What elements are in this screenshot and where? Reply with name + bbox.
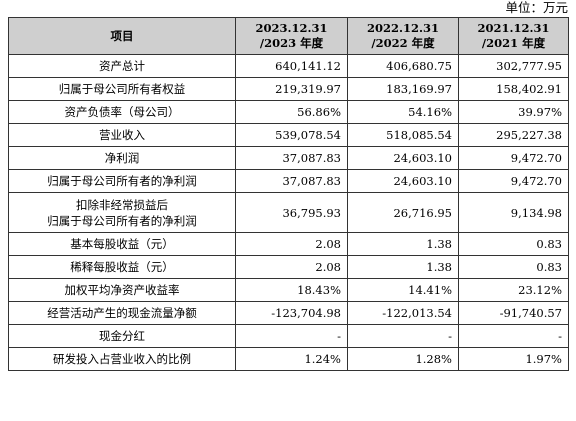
cell-value: 54.16%	[347, 100, 459, 124]
row-label: 营业收入	[8, 123, 236, 147]
row-label: 经营活动产生的现金流量净额	[8, 301, 236, 325]
cell-value: 1.24%	[235, 347, 348, 371]
cell-value: 24,603.10	[347, 146, 459, 170]
cell-value: 2.08	[235, 255, 348, 279]
cell-value: -	[347, 324, 459, 348]
table-row: 经营活动产生的现金流量净额 -123,704.98 -122,013.54 -9…	[8, 301, 569, 325]
cell-value: 518,085.54	[347, 123, 459, 147]
table-row: 资产总计 640,141.12 406,680.75 302,777.95	[8, 54, 569, 78]
cell-value: 18.43%	[235, 278, 348, 302]
unit-label: 单位：万元	[505, 0, 568, 15]
cell-value: 9,134.98	[458, 192, 569, 233]
cell-value: 14.41%	[347, 278, 459, 302]
row-label: 净利润	[8, 146, 236, 170]
cell-value: -91,740.57	[458, 301, 569, 325]
row-label-line1: 扣除非经常损益后	[76, 197, 168, 212]
cell-value: 1.28%	[347, 347, 459, 371]
cell-value: 640,141.12	[235, 54, 348, 78]
table-row: 加权平均净资产收益率 18.43% 14.41% 23.12%	[8, 278, 569, 302]
cell-value: 56.86%	[235, 100, 348, 124]
table-row: 资产负债率（母公司） 56.86% 54.16% 39.97%	[8, 100, 569, 124]
table-row: 净利润 37,087.83 24,603.10 9,472.70	[8, 146, 569, 170]
row-label: 稀释每股收益（元）	[8, 255, 236, 279]
header-col-2021: 2021.12.31/2021 年度	[458, 17, 569, 55]
cell-value: 1.97%	[458, 347, 569, 371]
row-label: 归属于母公司所有者的净利润	[8, 169, 236, 193]
row-label: 扣除非经常损益后 归属于母公司所有者的净利润	[8, 192, 236, 233]
table-row: 扣除非经常损益后 归属于母公司所有者的净利润 36,795.93 26,716.9…	[8, 192, 569, 233]
table-row: 营业收入 539,078.54 518,085.54 295,227.38	[8, 123, 569, 147]
cell-value: -123,704.98	[235, 301, 348, 325]
header-item: 项目	[8, 17, 236, 55]
cell-value: 9,472.70	[458, 169, 569, 193]
row-label: 资产总计	[8, 54, 236, 78]
row-label: 归属于母公司所有者权益	[8, 77, 236, 101]
cell-value: 406,680.75	[347, 54, 459, 78]
cell-value: 23.12%	[458, 278, 569, 302]
cell-value: 302,777.95	[458, 54, 569, 78]
financial-table: 项目 2023.12.31/2023 年度 2022.12.31/2022 年度…	[8, 17, 569, 371]
header-col-2022: 2022.12.31/2022 年度	[347, 17, 459, 55]
cell-value: 9,472.70	[458, 146, 569, 170]
table-row: 归属于母公司所有者的净利润 37,087.83 24,603.10 9,472.…	[8, 169, 569, 193]
header-col-2023: 2023.12.31/2023 年度	[235, 17, 348, 55]
cell-value: 0.83	[458, 232, 569, 256]
cell-value: 36,795.93	[235, 192, 348, 233]
cell-value: 158,402.91	[458, 77, 569, 101]
table-row: 稀释每股收益（元） 2.08 1.38 0.83	[8, 255, 569, 279]
row-label-line2: 归属于母公司所有者的净利润	[47, 213, 197, 228]
cell-value: 2.08	[235, 232, 348, 256]
table-row: 归属于母公司所有者权益 219,319.97 183,169.97 158,40…	[8, 77, 569, 101]
cell-value: 1.38	[347, 255, 459, 279]
cell-value: 539,078.54	[235, 123, 348, 147]
cell-value: -122,013.54	[347, 301, 459, 325]
cell-value: 295,227.38	[458, 123, 569, 147]
cell-value: 37,087.83	[235, 169, 348, 193]
table-header-row: 项目 2023.12.31/2023 年度 2022.12.31/2022 年度…	[8, 17, 569, 55]
cell-value: 183,169.97	[347, 77, 459, 101]
cell-value: 24,603.10	[347, 169, 459, 193]
cell-value: -	[235, 324, 348, 348]
row-label: 研发投入占营业收入的比例	[8, 347, 236, 371]
cell-value: -	[458, 324, 569, 348]
cell-value: 39.97%	[458, 100, 569, 124]
cell-value: 0.83	[458, 255, 569, 279]
row-label: 现金分红	[8, 324, 236, 348]
cell-value: 26,716.95	[347, 192, 459, 233]
cell-value: 37,087.83	[235, 146, 348, 170]
table-row: 现金分红 - - -	[8, 324, 569, 348]
row-label: 资产负债率（母公司）	[8, 100, 236, 124]
table-row: 研发投入占营业收入的比例 1.24% 1.28% 1.97%	[8, 347, 569, 371]
cell-value: 219,319.97	[235, 77, 348, 101]
row-label: 加权平均净资产收益率	[8, 278, 236, 302]
cell-value: 1.38	[347, 232, 459, 256]
row-label: 基本每股收益（元）	[8, 232, 236, 256]
table-row: 基本每股收益（元） 2.08 1.38 0.83	[8, 232, 569, 256]
